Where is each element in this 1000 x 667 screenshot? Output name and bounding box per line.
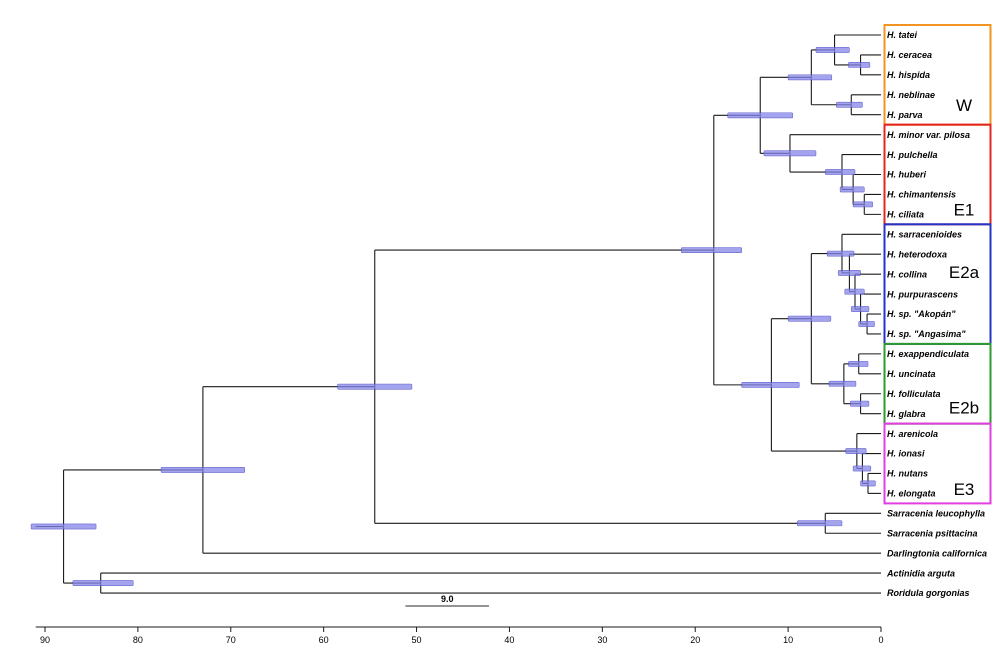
hpd-bar [337, 383, 413, 390]
axis-tick-label: 90 [40, 635, 50, 645]
axis-tick-label: 80 [133, 635, 143, 645]
hpd-bar [680, 247, 742, 254]
tip-label: H. glabra [887, 409, 926, 419]
tip-label: Darlingtonia californica [887, 548, 987, 558]
clade-label-W: W [956, 96, 972, 115]
hpd-bar [852, 201, 873, 208]
tip-label: H. parva [887, 110, 923, 120]
tip-label: H. uncinata [887, 369, 936, 379]
tip-label: Sarracenia psittacina [887, 528, 978, 538]
hpd-bar [848, 360, 869, 367]
axis-tick-label: 0 [878, 635, 883, 645]
tip-label: H. minor var. pilosa [887, 130, 970, 140]
tip-label: H. ciliata [887, 210, 924, 220]
clade-box-E2a [883, 223, 992, 345]
tip-label: H. ceracea [887, 50, 932, 60]
axis-tick-label: 20 [690, 635, 700, 645]
hpd-bar [836, 101, 863, 108]
axis-tick-label: 50 [412, 635, 422, 645]
tip-label: H. nutans [887, 469, 928, 479]
hpd-bar [824, 169, 856, 175]
tip-label: H. sarracenioides [887, 230, 962, 240]
axis-tick-label: 10 [783, 635, 793, 645]
hpd-bar [72, 580, 134, 586]
tip-label: H. pulchella [887, 150, 938, 160]
clade-box-E3 [883, 422, 992, 505]
axis-tick-label: 60 [319, 635, 329, 645]
hpd-bar [787, 315, 832, 322]
hpd-bar [858, 321, 875, 327]
hpd-bar [844, 288, 865, 295]
hpd-bar [850, 400, 870, 407]
clade-label-E2a: E2a [949, 263, 980, 282]
tip-label: H. ionasi [887, 449, 925, 459]
hpd-bar [828, 380, 857, 387]
tip-label: H. huberi [887, 170, 927, 180]
tip-label: H. tatei [887, 30, 918, 40]
axis-tick-label: 30 [597, 635, 607, 645]
hpd-bar [845, 448, 867, 454]
hpd-bar [741, 381, 800, 388]
tip-label: H. elongata [887, 489, 936, 499]
hpd-bar [815, 47, 850, 53]
tip-label: H. sp. "Angasima" [887, 329, 966, 339]
tip-label: H. arenicola [887, 429, 938, 439]
axis-tick-label: 70 [226, 635, 236, 645]
tip-label: H. collina [887, 269, 927, 279]
clade-label-E2b: E2b [949, 399, 979, 418]
hpd-bar [850, 306, 870, 312]
hpd-bar [826, 250, 855, 257]
hpd-bar [852, 465, 872, 472]
hpd-bar [763, 150, 817, 157]
hpd-bar [848, 61, 871, 68]
tip-label: H. neblinae [887, 90, 935, 100]
hpd-bar [160, 467, 246, 473]
tip-label: H. chimantensis [887, 190, 956, 200]
tip-label: H. purpurascens [887, 289, 958, 299]
hpd-bar [30, 523, 97, 530]
tip-label: Actinidia arguta [886, 568, 955, 578]
tip-label: H. hispida [887, 70, 930, 80]
clade-label-E1: E1 [954, 200, 975, 219]
hpd-bar [797, 520, 843, 527]
scalebar-label: 9.0 [441, 594, 454, 604]
tip-label: H. sp. "Akopán" [887, 309, 956, 319]
tip-label: H. heterodoxa [887, 249, 947, 259]
hpd-bar [727, 112, 794, 119]
tip-label: Sarracenia leucophylla [887, 509, 985, 519]
hpd-bar [787, 74, 833, 81]
hpd-bar [860, 480, 876, 487]
axis-tick-label: 40 [504, 635, 514, 645]
clade-label-E3: E3 [954, 480, 975, 499]
tip-label: Roridula gorgonias [887, 588, 970, 598]
tip-label: H. exappendiculata [887, 349, 969, 359]
tip-label: H. folliculata [887, 389, 941, 399]
hpd-bar [837, 270, 861, 276]
hpd-bar [839, 186, 865, 193]
